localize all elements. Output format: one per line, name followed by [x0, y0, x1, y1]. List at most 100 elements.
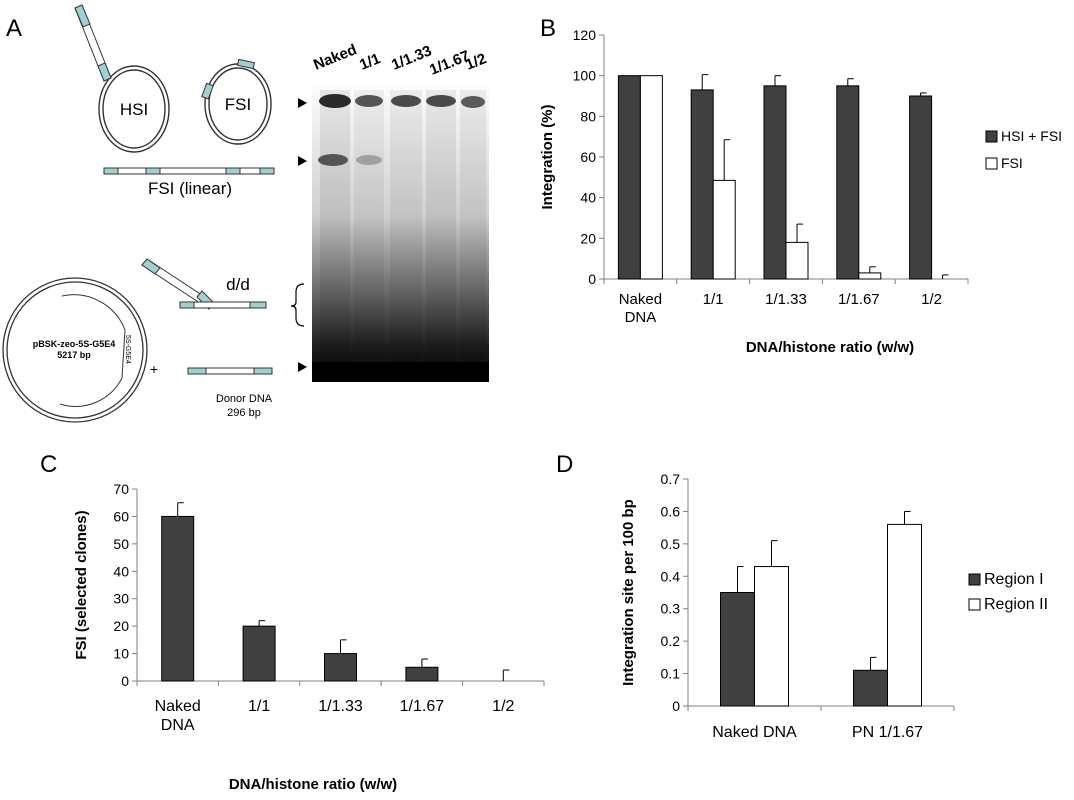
x-category-label-line: 1/1.33 — [765, 291, 807, 308]
gel-band — [391, 95, 421, 107]
fsi-label: FSI — [225, 95, 251, 114]
donor-dna-size: 296 bp — [227, 407, 261, 419]
gel-lane-label: 1/2 — [463, 50, 489, 74]
gel-lane-label: 1/1.33 — [389, 42, 434, 73]
gel-lane-label: 1/1 — [357, 50, 383, 74]
dd-label: d/d — [226, 275, 250, 294]
y-tick-label: 0.6 — [661, 503, 681, 519]
x-category-label: 1/1.33 — [765, 291, 807, 308]
bar — [754, 566, 789, 707]
x-category-label-line: 1/1 — [248, 698, 270, 715]
plasmid-insert-label: 5S-G5E4 — [124, 335, 131, 364]
x-axis-title: DNA/histone ratio (w/w) — [746, 339, 914, 356]
x-category-label: 1/1 — [703, 291, 724, 308]
y-tick-label: 60 — [580, 149, 596, 165]
x-category-label: Naked DNA — [155, 698, 201, 734]
gel-band — [426, 95, 456, 107]
y-tick-label: 0.3 — [661, 601, 681, 617]
bar — [242, 625, 276, 682]
gel-lane-label: Naked — [311, 41, 359, 74]
bar — [639, 75, 663, 280]
y-tick-label: 60 — [113, 508, 129, 524]
y-tick-label: 0.4 — [661, 568, 681, 584]
x-category-label-line: DNA — [625, 309, 657, 326]
x-category-label: 1/1.67 — [400, 698, 445, 715]
chart-d: 0 0.1 0.2 0.3 0.4 0.5 0.6 0.7 Naked DNA PN 1/1.67… — [620, 471, 1048, 741]
y-tick-label: 40 — [113, 563, 129, 579]
y-tick-label: 0.5 — [661, 536, 681, 552]
y-tick-label: 70 — [113, 481, 129, 497]
y-tick-label: 0.7 — [661, 471, 681, 487]
panel-letter-c: C — [40, 451, 57, 478]
legend-swatch — [985, 157, 998, 170]
donor-dna-label: Donor DNA — [216, 393, 273, 405]
gel-arrow-icon — [298, 362, 307, 372]
gel-band — [461, 96, 485, 108]
x-category-label-line: 1/1.33 — [318, 698, 363, 715]
x-category-label: Naked DNA — [712, 724, 797, 741]
bar — [853, 669, 888, 707]
bar — [785, 241, 809, 280]
y-axis-title: FSI (selected clones) — [73, 510, 90, 659]
gel-arrow-icon — [298, 98, 307, 108]
y-tick-label: 80 — [580, 108, 596, 124]
gel-bracket — [290, 283, 305, 327]
bar — [887, 523, 922, 707]
x-category-label: 1/2 — [492, 698, 514, 715]
hsi-label: HSI — [120, 100, 148, 119]
x-category-label: 1/2 — [921, 291, 942, 308]
bar — [405, 666, 439, 682]
y-tick-label: 10 — [113, 646, 129, 662]
gel-band — [319, 94, 351, 108]
legend-label: FSI — [1001, 155, 1023, 171]
plasmid-icon — [2, 277, 148, 423]
chart-b: 0 20 40 60 80 100 120 Naked DNA 1/1 1/1.33 1/1.67 1/… — [539, 27, 1062, 356]
x-category-label-line: 1/1 — [703, 291, 724, 308]
dd-dimer-icon — [141, 258, 267, 310]
legend-label: Region II — [984, 596, 1048, 613]
bar — [617, 75, 641, 280]
bar — [324, 653, 357, 682]
bar — [836, 85, 860, 280]
bar — [763, 85, 787, 280]
diagram-schematic: HSI FSI FSI (linear) pBSK-zeo-5S-G5E4 52… — [2, 4, 275, 423]
y-tick-label: 50 — [113, 536, 129, 552]
bar — [858, 272, 882, 280]
bar — [690, 89, 714, 280]
y-tick-label: 20 — [580, 230, 596, 246]
legend-swatch — [968, 573, 981, 586]
hsi-molecule-icon — [74, 4, 170, 153]
fsi-linear-label: FSI (linear) — [148, 179, 232, 198]
x-category-label-line: 1/1.67 — [838, 291, 880, 308]
plasmid-size: 5217 bp — [57, 350, 91, 360]
y-tick-label: 100 — [573, 68, 597, 84]
y-tick-label: 0 — [121, 673, 129, 689]
fsi-molecule-icon — [201, 58, 272, 145]
x-category-label-line: Naked — [619, 291, 662, 308]
gel-image — [312, 80, 489, 382]
gel-band — [355, 95, 383, 107]
x-category-label: 1/1.67 — [838, 291, 880, 308]
bar — [909, 95, 933, 280]
legend-swatch — [968, 598, 981, 611]
y-tick-label: 0.2 — [661, 633, 681, 649]
donor-dna-icon — [187, 367, 273, 375]
x-axis-title: DNA/histone ratio (w/w) — [229, 776, 397, 793]
y-axis-title: Integration (%) — [539, 105, 556, 210]
chart-c: 0 10 20 30 40 50 60 70 Naked DNA 1/1 1/1.33 1/1.67 1/… — [73, 481, 545, 793]
plasmid-name: pBSK-zeo-5S-G5E4 — [33, 339, 116, 349]
y-tick-label: 120 — [573, 27, 597, 43]
x-category-label-line: PN 1/1.67 — [852, 724, 923, 741]
x-category-label-line: 1/2 — [492, 698, 514, 715]
x-category-label-line: 1/2 — [921, 291, 942, 308]
x-category-label: 1/1 — [248, 698, 270, 715]
panel-letter-a: A — [6, 15, 22, 42]
gel-band — [356, 155, 382, 165]
x-category-label: 1/1.33 — [318, 698, 363, 715]
panel-letter-d: D — [556, 451, 573, 478]
y-tick-label: 20 — [113, 618, 129, 634]
x-category-label: PN 1/1.67 — [852, 724, 923, 741]
bar — [161, 515, 195, 682]
